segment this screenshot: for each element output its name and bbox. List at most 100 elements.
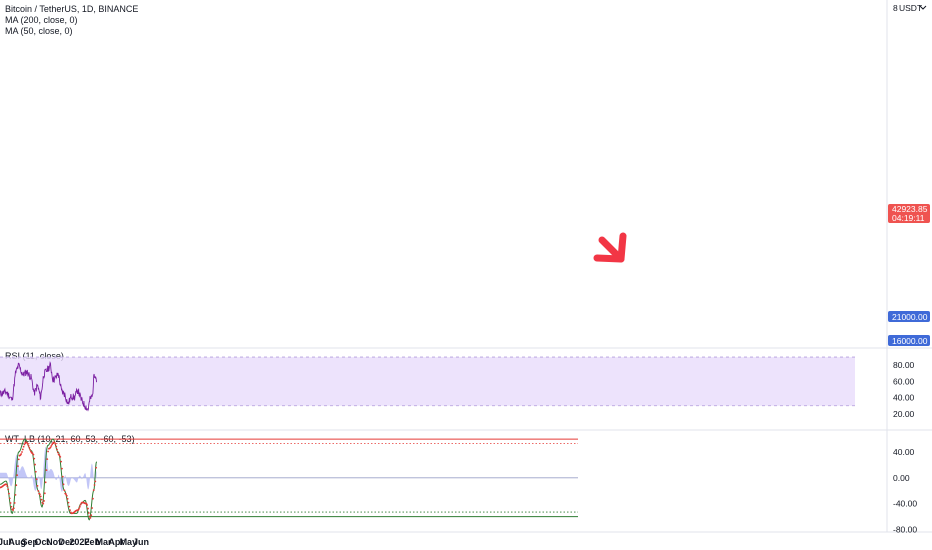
- wt2-dot: [43, 500, 45, 502]
- wt2-dot: [59, 456, 62, 458]
- wt2-dot: [69, 509, 71, 512]
- wt2-dot: [79, 503, 82, 506]
- wt2-dot: [33, 457, 36, 460]
- current-price-tag: 42923.85 04:19:11: [888, 204, 930, 223]
- wt2-dot: [31, 452, 34, 455]
- level-tag-16000: 16000.00: [888, 335, 930, 346]
- wt2-dot: [46, 458, 49, 461]
- wt2-dot: [58, 454, 61, 457]
- time-label: Feb: [84, 537, 101, 547]
- wt2-dot: [94, 480, 97, 483]
- wt2-dot: [43, 492, 46, 495]
- wt-tick-label: -40.00: [893, 499, 917, 509]
- wt2-dot: [56, 451, 59, 454]
- wt2-dot: [34, 470, 37, 473]
- current-price-value: 42923.85: [892, 204, 928, 214]
- wt2-dot: [12, 509, 14, 512]
- down-arrow-icon: [593, 232, 627, 263]
- wt2-dot: [54, 443, 57, 445]
- wt2-dot: [55, 445, 58, 448]
- wt2-dot: [45, 469, 48, 472]
- wt2-dot: [12, 507, 15, 510]
- wt2-dot: [39, 495, 42, 498]
- rsi-legend: RSI (11, close): [5, 351, 64, 361]
- wt2-dot: [44, 481, 47, 484]
- wt2-dot: [65, 494, 68, 497]
- wt2-dot: [39, 493, 41, 496]
- wt2-dot: [26, 443, 29, 445]
- wt2-dot: [88, 515, 91, 518]
- wt2-dot: [91, 507, 93, 509]
- wt2-dot: [28, 446, 31, 449]
- wt2-dot: [68, 505, 71, 508]
- time-label: Aug: [8, 537, 26, 547]
- wt-tick-label: -80.00: [893, 525, 917, 535]
- wt2-dot: [8, 497, 11, 500]
- wt2-dot: [23, 443, 26, 446]
- wt2-dot: [16, 474, 19, 477]
- rsi-line: [0, 360, 98, 412]
- wt2-dot: [6, 485, 9, 488]
- wt2-dot: [66, 497, 69, 500]
- wt2-dot: [65, 493, 67, 496]
- wt2-dot: [60, 460, 63, 463]
- wt2-dot: [37, 490, 40, 492]
- rsi-tick-label: 20.00: [893, 409, 915, 419]
- wt2-dot: [63, 489, 66, 492]
- ma50-legend: MA (50, close, 0): [5, 26, 73, 36]
- wt-tick-label: 40.00: [893, 447, 915, 457]
- wt2-dot: [15, 484, 18, 487]
- wt-histogram: [0, 446, 97, 492]
- time-label: Sep: [21, 537, 38, 547]
- wt2-dot: [32, 453, 35, 456]
- wt-tick-label: 0.00: [893, 473, 910, 483]
- wt2-dot: [86, 504, 89, 506]
- wt2-dot: [91, 497, 94, 500]
- rsi-tick-label: 80.00: [893, 360, 915, 370]
- currency-label: USDT: [899, 3, 922, 13]
- wt2-dot: [36, 484, 39, 487]
- wt2-dot: [61, 475, 64, 478]
- time-label: Oct: [34, 537, 49, 547]
- wt2-dot: [61, 467, 63, 470]
- wt2-dot: [53, 441, 56, 444]
- wt2-dot: [17, 465, 19, 468]
- wt2-dot: [49, 446, 52, 449]
- wt2-dot: [92, 489, 95, 491]
- time-label: Dec: [59, 537, 76, 547]
- rsi-tick-label: 40.00: [893, 393, 915, 403]
- wt2-dot: [42, 502, 45, 505]
- wt2-dot: [93, 484, 96, 486]
- currency-icon: 8: [893, 3, 898, 13]
- time-label: Jul: [0, 537, 11, 547]
- wt2-dot: [10, 505, 13, 508]
- wt2-dot: [90, 514, 93, 517]
- wt2-dot: [20, 453, 23, 455]
- svg-text:16000.00: 16000.00: [892, 336, 928, 346]
- wt2-dot: [50, 445, 53, 447]
- wt2-dot: [62, 483, 65, 486]
- wt2-dot: [78, 505, 81, 508]
- ma200-legend: MA (200, close, 0): [5, 15, 78, 25]
- wt2-dot: [21, 448, 24, 451]
- wt2-dot: [29, 449, 32, 451]
- wt2-dot: [87, 512, 90, 514]
- time-label: May: [120, 537, 138, 547]
- svg-text:21000.00: 21000.00: [892, 312, 928, 322]
- wt2-dot: [9, 502, 12, 504]
- wt2-dot: [34, 463, 36, 466]
- wt2-dot: [67, 501, 70, 504]
- wt2-dot: [7, 488, 10, 491]
- time-label: Nov: [46, 537, 63, 547]
- wt2-dot: [5, 483, 8, 486]
- wt2-dot: [85, 502, 88, 505]
- level-tag-21000: 21000.00: [888, 311, 930, 322]
- rsi-tick-label: 60.00: [893, 376, 915, 386]
- time-label: Jun: [133, 537, 149, 547]
- wt2-dot: [14, 494, 17, 496]
- chart-title: Bitcoin / TetherUS, 1D, BINANCE: [5, 4, 138, 14]
- wt2-dot: [47, 450, 49, 453]
- currency-chevron-icon[interactable]: [919, 5, 927, 10]
